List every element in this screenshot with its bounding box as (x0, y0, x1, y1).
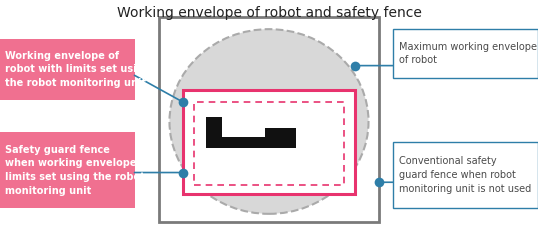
FancyBboxPatch shape (0, 39, 134, 100)
FancyBboxPatch shape (393, 29, 538, 78)
Text: Working envelope of
robot with limits set using
the robot monitoring unit: Working envelope of robot with limits se… (5, 51, 151, 88)
FancyBboxPatch shape (0, 132, 134, 208)
FancyBboxPatch shape (159, 17, 379, 222)
FancyBboxPatch shape (265, 128, 296, 148)
Text: Working envelope of robot and safety fence: Working envelope of robot and safety fen… (117, 6, 421, 20)
Text: Safety guard fence
when working envelope
limits set using the robot
monitoring u: Safety guard fence when working envelope… (5, 145, 145, 196)
Text: Maximum working envelope
of robot: Maximum working envelope of robot (399, 42, 537, 65)
Ellipse shape (169, 29, 369, 214)
FancyBboxPatch shape (393, 142, 538, 208)
Text: Conventional safety
guard fence when robot
monitoring unit is not used: Conventional safety guard fence when rob… (399, 156, 532, 194)
FancyBboxPatch shape (183, 90, 355, 194)
FancyBboxPatch shape (206, 117, 222, 137)
FancyBboxPatch shape (206, 137, 265, 148)
